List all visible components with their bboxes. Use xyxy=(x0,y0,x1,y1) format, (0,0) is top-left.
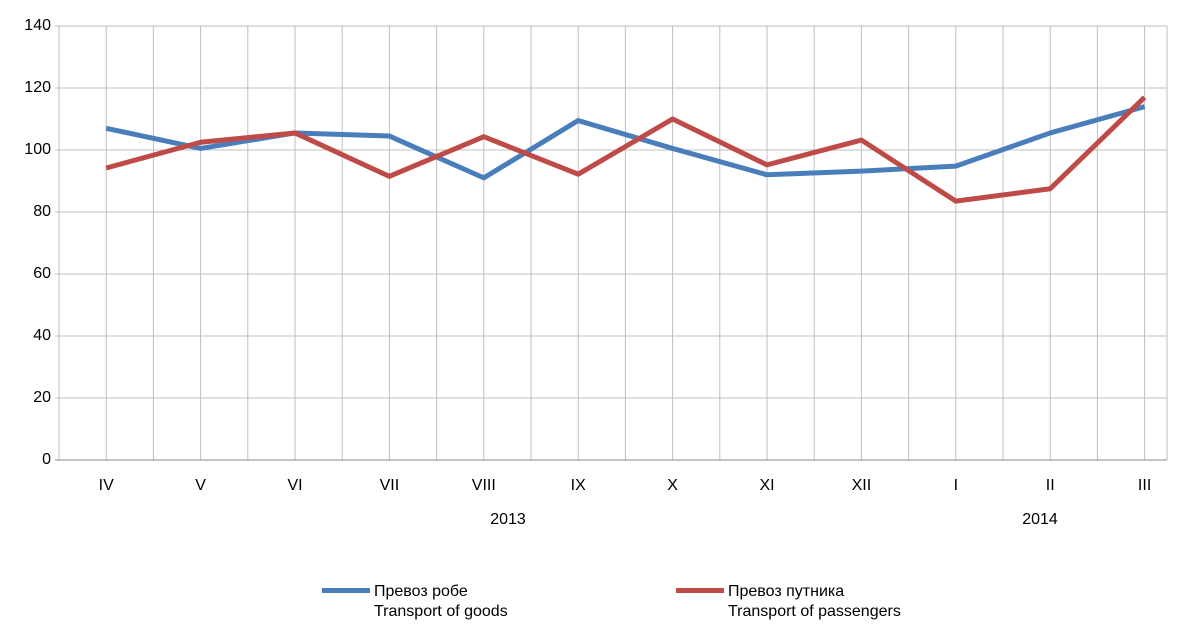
year-label: 2013 xyxy=(490,511,526,528)
legend-swatch xyxy=(322,588,370,593)
y-tick-label: 40 xyxy=(33,327,51,344)
x-tick-label: XI xyxy=(759,477,774,494)
legend-swatch xyxy=(676,588,724,593)
x-tick-label: IV xyxy=(99,477,114,494)
x-tick-label: I xyxy=(954,477,958,494)
x-tick-label: VI xyxy=(287,477,302,494)
legend-label: Превоз робе Transport of goods xyxy=(374,583,508,620)
x-tick-label: XII xyxy=(852,477,872,494)
y-tick-label: 60 xyxy=(33,265,51,282)
x-tick-label: III xyxy=(1138,477,1151,494)
x-tick-label: X xyxy=(667,477,678,494)
legend-label: Превоз путника Transport of passengers xyxy=(728,583,901,620)
x-tick-label: VII xyxy=(380,477,400,494)
y-tick-label: 140 xyxy=(24,17,51,34)
y-tick-label: 80 xyxy=(33,203,51,220)
x-tick-label: IX xyxy=(571,477,586,494)
chart: 2013 2014 0 20 40 60 80 100 120 140 IV V VI VII VIII… xyxy=(24,17,1168,528)
x-tick-label: VIII xyxy=(472,477,496,494)
x-tick-label: II xyxy=(1046,477,1055,494)
x-tick-label: V xyxy=(195,477,206,494)
series-line xyxy=(105,95,1147,204)
y-tick-label: 0 xyxy=(42,451,51,468)
year-label: 2014 xyxy=(1022,511,1058,528)
y-tick-label: 100 xyxy=(24,141,51,158)
y-tick-label: 120 xyxy=(24,79,51,96)
y-tick-label: 20 xyxy=(33,389,51,406)
